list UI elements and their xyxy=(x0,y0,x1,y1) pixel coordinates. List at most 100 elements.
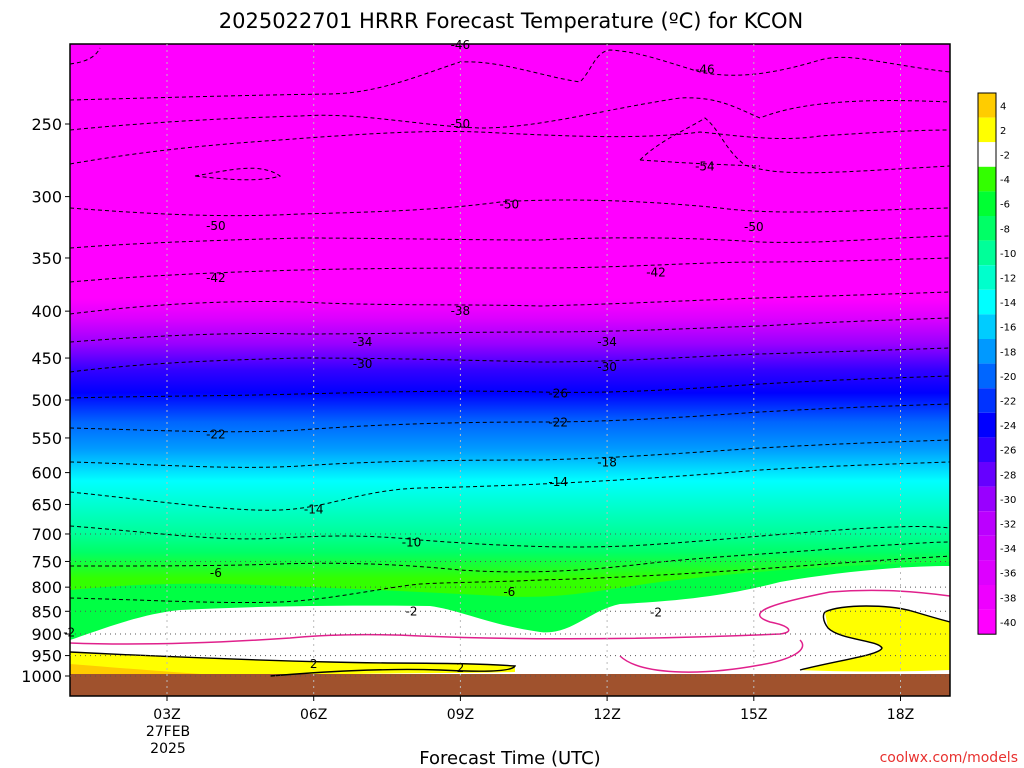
plot-area xyxy=(70,44,950,696)
colorbar-label: 2 xyxy=(1000,126,1006,137)
contour-label: -50 xyxy=(744,220,764,234)
colorbar-label: -8 xyxy=(1000,224,1010,235)
y-tick-label: 600 xyxy=(31,464,62,483)
x-tick-label: 09Z xyxy=(447,707,474,723)
contour-line xyxy=(70,317,950,343)
contour-label: -10 xyxy=(402,535,422,549)
colorbar-label: -16 xyxy=(1000,323,1016,334)
colorbar-frame xyxy=(977,92,997,635)
contour-label: -50 xyxy=(206,219,226,233)
contour-line xyxy=(70,461,950,511)
contour-label: -22 xyxy=(206,427,226,441)
x-date-label-day: 27FEB xyxy=(146,724,190,740)
credit-link[interactable]: coolwx.com/models xyxy=(880,750,1018,766)
x-tick-label: 12Z xyxy=(593,707,620,723)
contour-label: -34 xyxy=(353,335,373,349)
band-yellow-right xyxy=(800,606,950,672)
colorbar-label: -36 xyxy=(1000,569,1016,580)
contour-label: -42 xyxy=(206,271,226,285)
x-axis-ticks: 03Z 06Z 09Z 12Z 15Z 18Z xyxy=(153,696,914,723)
contour-label: -14 xyxy=(548,475,568,489)
colorbar: 4 2 -2 -4 -6 -8 -10 -12 -14 -16 -18 -20 -22 -24 -26 -28… xyxy=(977,92,1016,635)
contour-label: 2 xyxy=(310,657,318,671)
colorbar-label: -4 xyxy=(1000,175,1010,186)
contour-label: -14 xyxy=(304,502,324,516)
contour-label: -46 xyxy=(451,38,471,52)
colorbar-swatch xyxy=(978,560,996,585)
colorbar-label: -14 xyxy=(1000,298,1016,309)
colorbar-label: -30 xyxy=(1000,495,1016,506)
contour-label: -6 xyxy=(503,585,515,599)
y-tick-label: 550 xyxy=(31,429,62,448)
contour-line xyxy=(70,541,950,573)
colorbar-swatch xyxy=(978,166,996,192)
y-tick-label: 950 xyxy=(31,647,62,666)
colorbar-label: -32 xyxy=(1000,520,1016,531)
contour-label: -30 xyxy=(353,357,373,371)
contour-label: -2 xyxy=(406,604,418,618)
y-tick-label: 350 xyxy=(31,249,62,268)
colorbar-label: -2 xyxy=(1000,151,1010,162)
y-tick-label: 800 xyxy=(31,578,62,597)
contour-plus2-left xyxy=(70,651,517,677)
colorbar-swatch xyxy=(978,191,996,216)
colorbar-label: -24 xyxy=(1000,421,1016,432)
colorbar-label: -38 xyxy=(1000,593,1016,604)
colorbar-swatch xyxy=(978,265,996,290)
contour-line xyxy=(70,439,950,468)
contour-label: -38 xyxy=(451,304,471,318)
colorbar-swatch xyxy=(978,437,996,462)
contour-label: -2 xyxy=(650,606,662,620)
contour-line xyxy=(70,49,950,101)
contour-label: -2 xyxy=(63,625,75,639)
contour-label: -50 xyxy=(499,197,519,211)
colorbar-swatch xyxy=(978,339,996,364)
y-tick-label: 250 xyxy=(31,115,62,134)
colorbar-swatch xyxy=(978,388,996,413)
y-tick-label: 750 xyxy=(31,552,62,571)
colorbar-swatch xyxy=(978,412,996,438)
y-tick-label: 500 xyxy=(31,391,62,410)
contour-line xyxy=(194,167,282,181)
colorbar-swatch xyxy=(978,314,996,339)
x-axis-label: Forecast Time (UTC) xyxy=(419,748,600,768)
colorbar-label: -6 xyxy=(1000,200,1010,211)
plot-frame xyxy=(69,43,951,697)
colorbar-swatch xyxy=(978,585,996,610)
colorbar-swatch xyxy=(978,462,996,487)
contour-label: -22 xyxy=(548,415,568,429)
colorbar-swatch xyxy=(978,363,996,389)
colorbar-label: -34 xyxy=(1000,544,1016,555)
y-tick-label: 1000 xyxy=(21,667,62,686)
y-tick-label: 650 xyxy=(31,495,62,514)
contour-line xyxy=(70,291,950,315)
colorbar-swatch xyxy=(978,486,996,512)
contour-line xyxy=(70,129,950,165)
colorbar-label: -20 xyxy=(1000,372,1016,383)
chart-title: 2025022701 HRRR Forecast Temperature (ºC… xyxy=(219,9,803,33)
contour-label: -30 xyxy=(597,360,617,374)
y-tick-label: 300 xyxy=(31,188,62,207)
contour-label: -6 xyxy=(210,566,222,580)
contour-label: -34 xyxy=(597,335,617,349)
contour-line xyxy=(70,97,950,131)
contour-labels: -46 -46 -50 -54 -50 -50 -50 -42 -42 -38 -34 -34 -30 -… xyxy=(63,38,764,675)
y-tick-label: 450 xyxy=(31,349,62,368)
colorbar-label: -10 xyxy=(1000,249,1016,260)
contour-line xyxy=(70,199,950,217)
x-tick-label: 15Z xyxy=(740,707,767,723)
y-gridlines xyxy=(70,533,950,677)
contour-line xyxy=(639,117,950,174)
colorbar-swatch xyxy=(978,609,996,635)
colorbar-label: -22 xyxy=(1000,397,1016,408)
y-tick-label: 700 xyxy=(31,525,62,544)
y-tick-label: 900 xyxy=(31,625,62,644)
colorbar-swatch xyxy=(978,93,996,118)
contour-line xyxy=(70,403,950,433)
colorbar-label: -12 xyxy=(1000,274,1016,285)
colorbar-label: 4 xyxy=(1000,101,1006,112)
zero-line xyxy=(70,589,950,645)
contour-line xyxy=(70,347,950,373)
zero-line-lower xyxy=(619,639,804,673)
y-tick-label: 850 xyxy=(31,602,62,621)
